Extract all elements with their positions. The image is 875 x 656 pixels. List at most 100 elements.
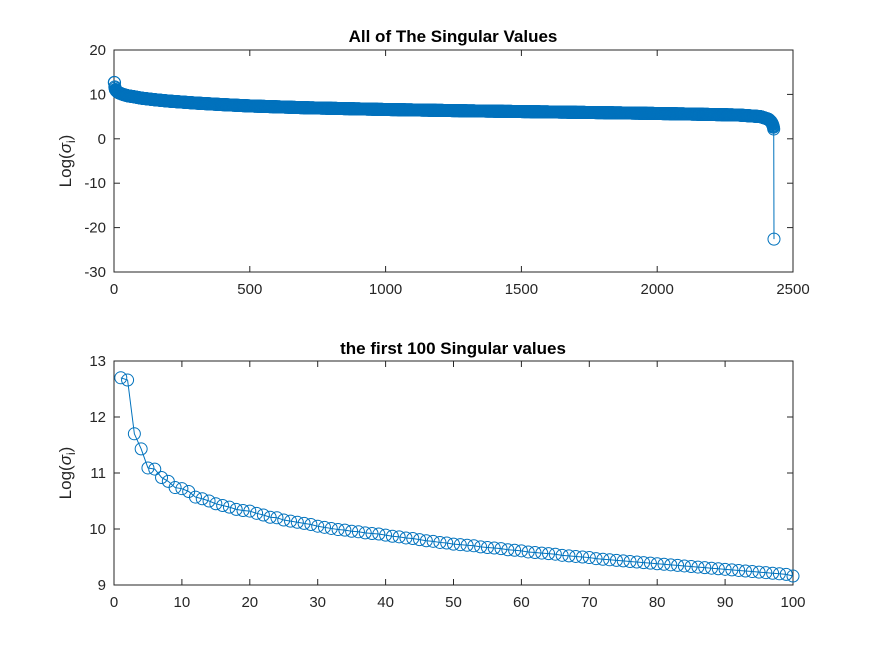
data-point (460, 538, 474, 552)
data-point (426, 534, 440, 548)
data-point (487, 541, 501, 555)
x-tick-label: 1500 (505, 281, 538, 298)
data-point (297, 516, 311, 530)
data-point (474, 540, 488, 554)
x-tick-label: 0 (110, 594, 118, 611)
x-tick-label: 1000 (369, 281, 402, 298)
series-top (107, 75, 781, 246)
data-point (589, 552, 603, 566)
data-point (576, 550, 590, 564)
axis-ticks-bottom: 0 10 20 30 40 50 60 70 80 90 100 9 10 11 12 13 (89, 353, 805, 611)
data-point (467, 539, 481, 553)
x-tick-label: 20 (241, 594, 258, 611)
data-point (141, 461, 155, 475)
y-tick-label: -10 (84, 175, 106, 192)
chart-first-100-singular-values: the first 100 Singular values Log(σi) 0 1… (56, 339, 806, 611)
data-point (691, 560, 705, 574)
data-point (331, 523, 345, 537)
data-point (216, 498, 230, 512)
data-point (501, 543, 515, 557)
data-point (514, 544, 528, 558)
data-point (494, 542, 508, 556)
data-point (555, 548, 569, 562)
data-point (290, 515, 304, 529)
data-point (317, 520, 331, 534)
data-point (243, 504, 257, 518)
data-point (229, 502, 243, 516)
data-point (134, 442, 148, 456)
data-point (752, 565, 766, 579)
y-axis-label-bottom: Log(σi) (56, 447, 78, 500)
x-tick-label: 80 (649, 594, 666, 611)
data-point (609, 553, 623, 567)
data-point (671, 558, 685, 572)
x-tick-label: 60 (513, 594, 530, 611)
data-point (698, 561, 712, 575)
data-point (528, 546, 542, 560)
data-point (433, 535, 447, 549)
data-point (284, 514, 298, 528)
y-tick-label: 13 (89, 353, 106, 370)
data-point (596, 552, 610, 566)
data-point (535, 546, 549, 560)
x-tick-label: 40 (377, 594, 394, 611)
data-point (732, 563, 746, 577)
data-point (236, 504, 250, 518)
data-point (738, 564, 752, 578)
data-point (385, 529, 399, 543)
data-point (440, 536, 454, 550)
axis-ticks-top: 0 500 1000 1500 2000 2500 -30 -20 -10 0 10 20 (84, 42, 809, 298)
data-point (148, 462, 162, 476)
data-point (786, 569, 800, 583)
data-point (718, 562, 732, 576)
data-point (188, 490, 202, 504)
data-point (202, 494, 216, 508)
data-point (637, 556, 651, 570)
data-point (677, 559, 691, 573)
data-point (759, 566, 773, 580)
y-tick-label: 9 (98, 577, 106, 594)
data-point (616, 554, 630, 568)
x-tick-label: 0 (110, 281, 118, 298)
data-point (508, 543, 522, 557)
y-tick-label: 10 (89, 86, 106, 103)
chart-title-top: All of The Singular Values (349, 27, 558, 46)
data-point (351, 525, 365, 539)
chart-title-bottom: the first 100 Singular values (340, 339, 566, 358)
data-point (379, 528, 393, 542)
data-point (447, 537, 460, 551)
data-point (413, 533, 427, 547)
data-point (767, 122, 781, 136)
data-point (711, 562, 725, 576)
data-point (603, 553, 617, 567)
data-point (155, 470, 169, 484)
data-point (657, 557, 671, 571)
data-point (270, 511, 284, 525)
data-point (725, 563, 739, 577)
data-point (664, 558, 678, 572)
data-point (222, 500, 236, 514)
data-point (250, 506, 264, 520)
data-point (358, 526, 372, 540)
x-tick-label: 2500 (776, 281, 809, 298)
data-point (453, 538, 467, 552)
data-point (392, 530, 406, 544)
data-point (480, 540, 494, 554)
data-point (175, 482, 189, 496)
data-point (406, 532, 420, 546)
data-point (745, 565, 759, 579)
data-point (372, 527, 386, 541)
data-point (338, 523, 352, 537)
x-tick-label: 2000 (641, 281, 674, 298)
data-point (684, 560, 698, 574)
data-point (419, 534, 433, 548)
x-tick-label: 10 (174, 594, 191, 611)
data-point (767, 232, 781, 246)
data-point (521, 545, 535, 559)
data-point (256, 508, 270, 522)
data-point (114, 371, 128, 385)
data-point (195, 492, 209, 506)
x-tick-label: 90 (717, 594, 734, 611)
data-point (277, 513, 291, 527)
